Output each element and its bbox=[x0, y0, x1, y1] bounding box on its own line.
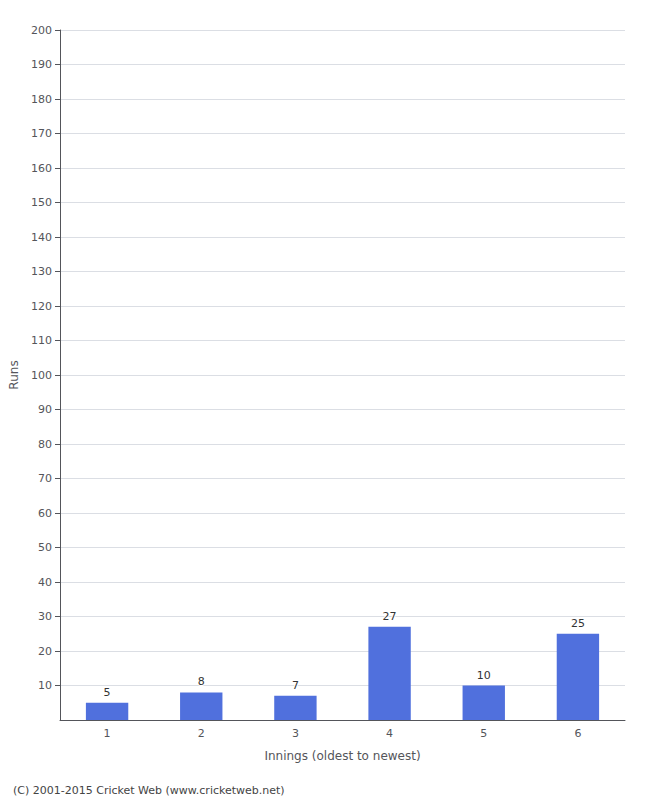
svg-text:5: 5 bbox=[480, 727, 487, 740]
svg-text:27: 27 bbox=[383, 610, 397, 623]
svg-text:100: 100 bbox=[31, 369, 52, 382]
svg-text:5: 5 bbox=[104, 686, 111, 699]
svg-text:8: 8 bbox=[198, 675, 205, 688]
svg-text:7: 7 bbox=[292, 679, 299, 692]
svg-text:3: 3 bbox=[292, 727, 299, 740]
svg-text:10: 10 bbox=[38, 679, 52, 692]
svg-text:180: 180 bbox=[31, 93, 52, 106]
svg-text:160: 160 bbox=[31, 162, 52, 175]
svg-text:80: 80 bbox=[38, 438, 52, 451]
svg-text:90: 90 bbox=[38, 403, 52, 416]
svg-text:170: 170 bbox=[31, 127, 52, 140]
svg-text:2: 2 bbox=[198, 727, 205, 740]
svg-text:40: 40 bbox=[38, 576, 52, 589]
svg-text:20: 20 bbox=[38, 645, 52, 658]
svg-text:50: 50 bbox=[38, 541, 52, 554]
svg-text:110: 110 bbox=[31, 334, 52, 347]
svg-text:6: 6 bbox=[574, 727, 581, 740]
svg-text:200: 200 bbox=[31, 24, 52, 37]
svg-text:60: 60 bbox=[38, 507, 52, 520]
svg-text:Runs: Runs bbox=[7, 360, 21, 389]
svg-text:130: 130 bbox=[31, 265, 52, 278]
svg-text:150: 150 bbox=[31, 196, 52, 209]
svg-text:70: 70 bbox=[38, 472, 52, 485]
svg-text:1: 1 bbox=[104, 727, 111, 740]
svg-text:25: 25 bbox=[571, 617, 585, 630]
svg-text:4: 4 bbox=[386, 727, 393, 740]
svg-text:140: 140 bbox=[31, 231, 52, 244]
svg-text:(C) 2001-2015 Cricket Web (www: (C) 2001-2015 Cricket Web (www.cricketwe… bbox=[13, 784, 285, 797]
svg-text:190: 190 bbox=[31, 58, 52, 71]
svg-text:30: 30 bbox=[38, 610, 52, 623]
svg-text:10: 10 bbox=[477, 669, 491, 682]
svg-text:Innings (oldest to newest): Innings (oldest to newest) bbox=[264, 749, 420, 763]
svg-text:120: 120 bbox=[31, 300, 52, 313]
